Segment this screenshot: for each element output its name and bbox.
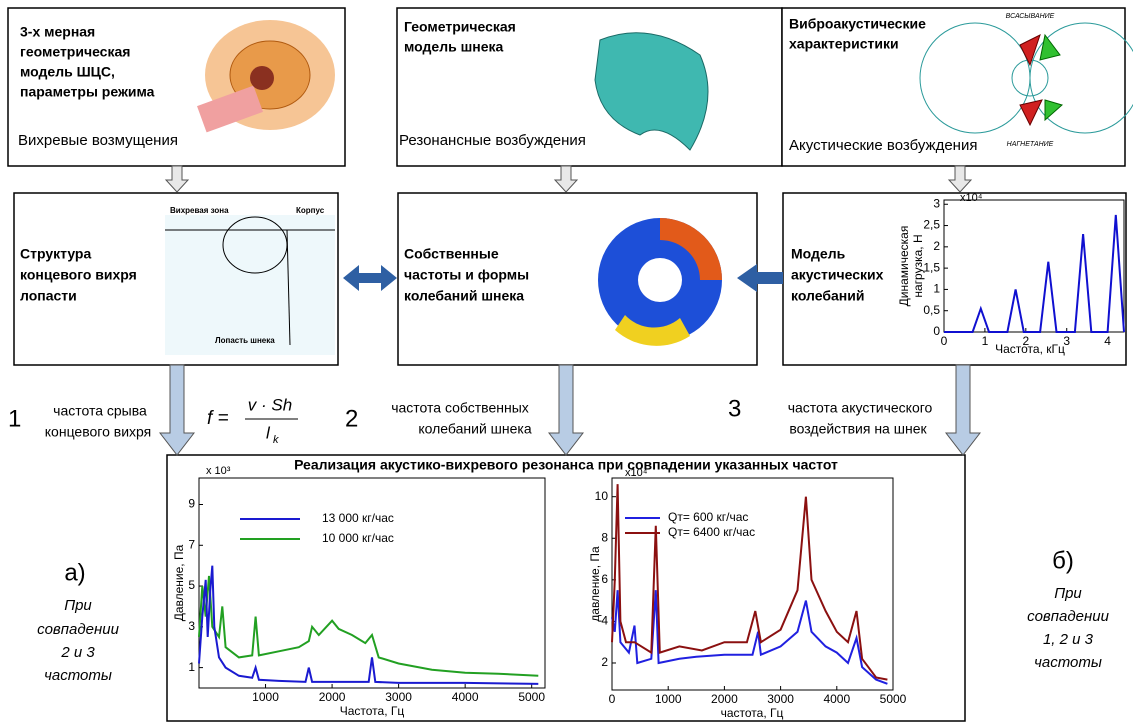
y-tick-label: 5 (188, 578, 195, 592)
y-tick-label: 1 (933, 282, 940, 296)
y-tick-label: 10 (595, 489, 609, 503)
formula-subscript: k (273, 434, 279, 446)
x-axis-label: Частота, Гц (340, 704, 405, 718)
y-tick-label: 4 (601, 614, 608, 628)
x-tick-label: 4 (1104, 334, 1111, 348)
frequency-number: 2 (345, 405, 358, 432)
vibro-title: Виброакустические (789, 16, 926, 32)
model-title: параметры режима (20, 84, 155, 100)
y-tick-label: 6 (601, 572, 608, 586)
plot-frame (944, 200, 1124, 332)
frequency-text: воздействия на шнек (789, 421, 927, 437)
legend-label: Qт= 600 кг/час (668, 510, 748, 524)
image-label: Корпус (296, 206, 325, 215)
result-title: Реализация акустико-вихревого резонанса … (294, 457, 838, 473)
x-axis-label: Частота, кГц (995, 342, 1065, 356)
model-title: геометрическая (20, 44, 130, 60)
frequency-number: 3 (728, 395, 741, 422)
side-label: а) (64, 559, 85, 586)
frequency-text: частота акустического (788, 400, 933, 416)
exponent-label: x 10³ (206, 465, 231, 477)
acoustic-title: колебаний (791, 288, 864, 304)
x-tick-label: 5000 (518, 690, 545, 704)
vibro-subtitle: Акустические возбуждения (789, 137, 977, 154)
model-title: 3-х мерная (20, 24, 95, 40)
vortex-title: концевого вихря (20, 267, 137, 283)
x-tick-label: 3000 (385, 690, 412, 704)
x-tick-label: 0 (941, 334, 948, 348)
side-text: совпадении (1027, 608, 1109, 625)
y-tick-label: 2 (933, 239, 940, 253)
legend-label: 13 000 кг/час (322, 511, 394, 525)
geometry-title: модель шнека (404, 39, 504, 55)
model-subtitle: Вихревые возмущения (18, 132, 178, 149)
legend-label: Qт= 6400 кг/час (668, 525, 755, 539)
x-axis-label: частота, Гц (721, 706, 784, 720)
exponent-label: x10⁴ (960, 192, 983, 204)
y-tick-label: 2 (601, 655, 608, 669)
x-tick-label: 2000 (319, 690, 346, 704)
frequency-text: частота собственных (391, 400, 529, 416)
frequency-number: 1 (8, 405, 21, 432)
modes-title: Собственные (404, 246, 499, 262)
side-text: частоты (1034, 654, 1102, 671)
vortex-title: лопасти (20, 288, 77, 304)
geometry-subtitle: Резонансные возбуждения (399, 132, 586, 149)
formula-denominator: l (266, 423, 271, 442)
y-tick-label: 3 (933, 196, 940, 210)
y-axis-label: нагрузка, Н (911, 234, 925, 297)
formula-lhs: f = (207, 408, 229, 429)
x-tick-label: 1000 (252, 690, 279, 704)
x-tick-label: 5000 (880, 692, 907, 706)
y-axis-label: давление, Па (588, 546, 602, 622)
y-tick-label: 1 (188, 660, 195, 674)
x-tick-label: 2000 (711, 692, 738, 706)
x-tick-label: 4000 (452, 690, 479, 704)
side-text: 1, 2 и 3 (1043, 631, 1094, 648)
frequency-text: концевого вихря (45, 424, 151, 440)
y-tick-label: 7 (188, 537, 195, 551)
y-tick-label: 8 (601, 530, 608, 544)
side-text: 2 и 3 (60, 644, 95, 661)
arrows-down-small (166, 166, 971, 192)
vortex-image (165, 215, 335, 355)
x-tick-label: 1000 (655, 692, 682, 706)
side-text: частоты (44, 667, 112, 684)
modes-title: колебаний шнека (404, 288, 524, 304)
y-tick-label: 0 (933, 324, 940, 338)
acoustic-title: Модель (791, 246, 846, 262)
y-tick-label: 2,5 (923, 218, 940, 232)
acoustic-title: акустических (791, 267, 884, 283)
x-tick-label: 0 (609, 692, 616, 706)
x-tick-label: 1 (982, 334, 989, 348)
side-text: При (64, 597, 92, 614)
exponent-label: x10⁴ (625, 467, 648, 479)
frequency-text: колебаний шнека (418, 421, 531, 437)
x-tick-label: 3000 (767, 692, 794, 706)
geometry-title: Геометрическая (404, 19, 516, 35)
y-tick-label: 1,5 (923, 260, 940, 274)
y-tick-label: 0,5 (923, 303, 940, 317)
vortex-title: Структура (20, 246, 91, 262)
y-tick-label: 9 (188, 497, 195, 511)
side-label: б) (1052, 547, 1074, 574)
x-tick-label: 4000 (823, 692, 850, 706)
image-label: ВСАСЫВАНИЕ (1006, 13, 1055, 20)
legend-label: 10 000 кг/час (322, 531, 394, 545)
vibro-title: характеристики (789, 36, 899, 52)
y-axis-label: Динамическая (897, 226, 911, 307)
side-text: При (1054, 585, 1082, 602)
frequency-text: частота срыва (53, 403, 147, 419)
image-label: Вихревая зона (170, 206, 229, 215)
side-text: совпадении (37, 621, 119, 638)
model-title: модель ШЦС, (20, 64, 115, 80)
image-label: Лопасть шнека (215, 336, 275, 345)
y-axis-label: Давление, Па (172, 544, 186, 621)
y-tick-label: 3 (188, 619, 195, 633)
formula-numerator: v · Sh (248, 395, 292, 414)
formula: f = v · Sh l k (207, 395, 298, 445)
modes-title: частоты и формы (404, 267, 529, 283)
image-label: НАГНЕТАНИЕ (1007, 141, 1054, 148)
slide: 3-х мерная геометрическая модель ШЦС, па… (0, 0, 1133, 722)
